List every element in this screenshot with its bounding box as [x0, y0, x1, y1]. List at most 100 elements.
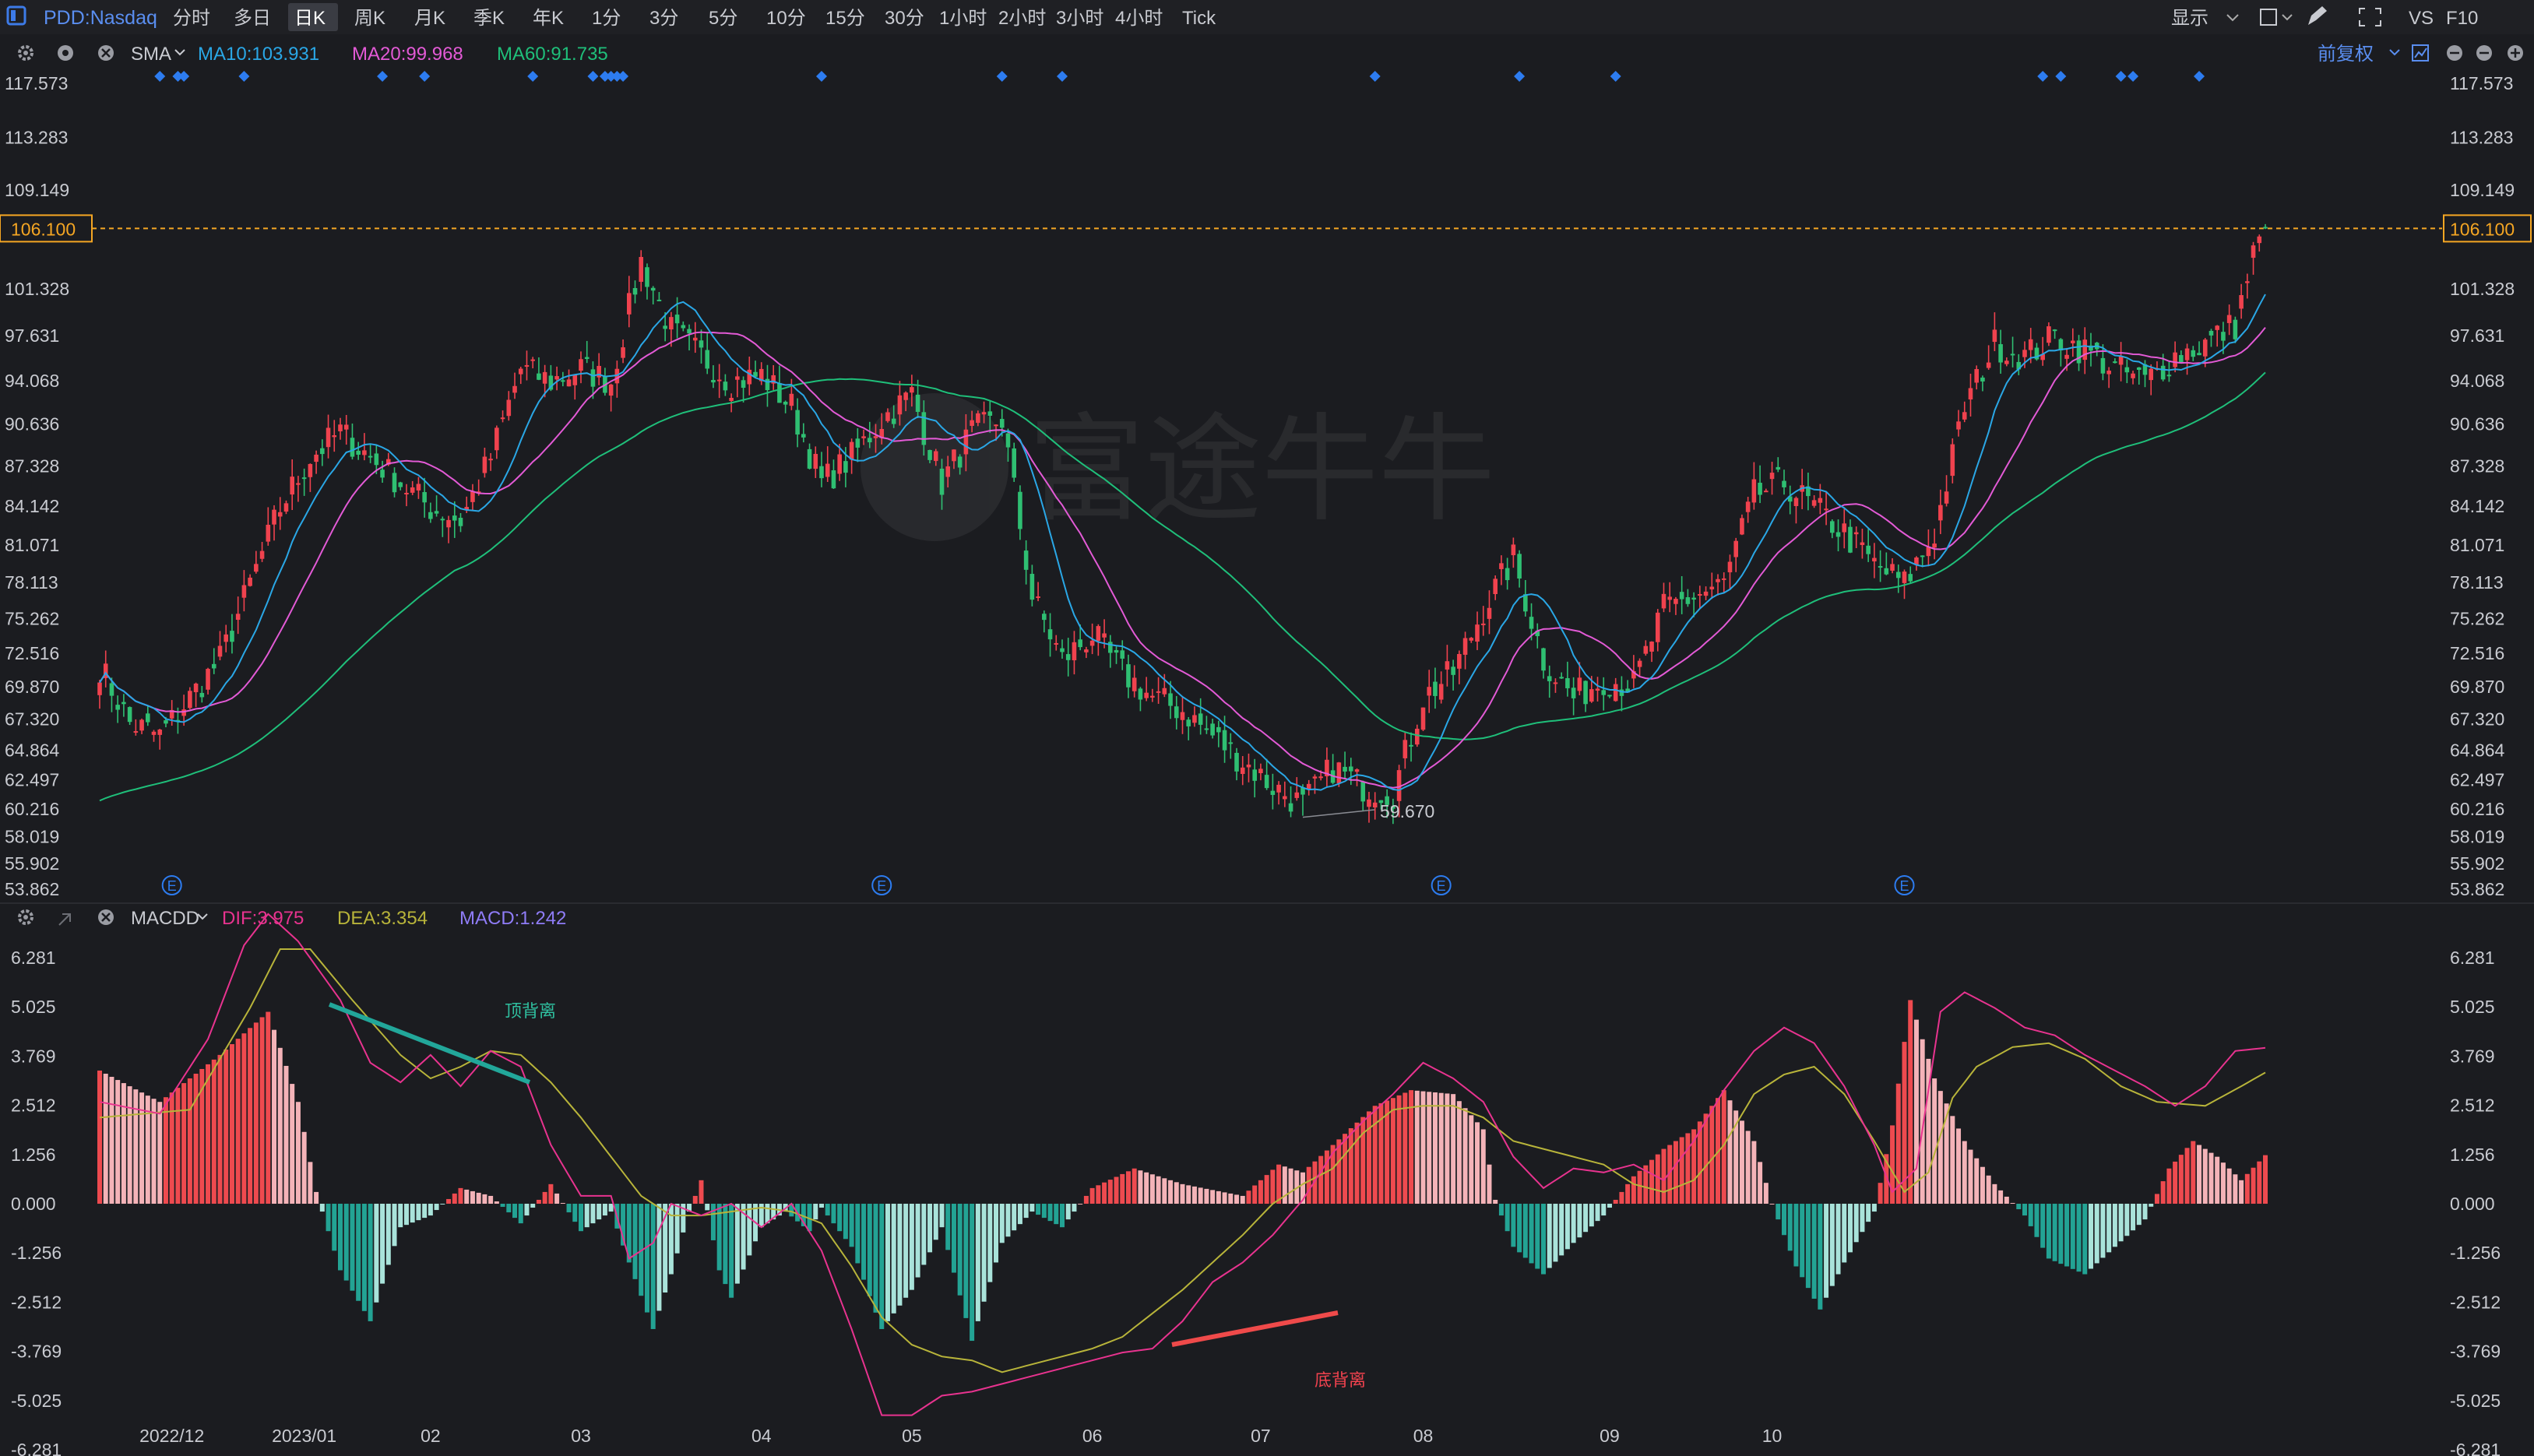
draw-pen-icon[interactable] [2308, 6, 2327, 25]
display-menu[interactable]: 显示 [2171, 8, 2208, 29]
candle-body[interactable] [217, 645, 223, 657]
candle-body[interactable] [1842, 523, 1847, 533]
candle-body[interactable] [879, 428, 885, 438]
dividend-marker-icon[interactable] [1057, 71, 1068, 82]
dividend-marker-icon[interactable] [377, 71, 389, 82]
candle-body[interactable] [524, 364, 530, 367]
candle-body[interactable] [758, 368, 764, 382]
candle-body[interactable] [1240, 767, 1245, 775]
candle-body[interactable] [1511, 544, 1516, 556]
candle-body[interactable] [97, 682, 102, 695]
candle-body[interactable] [957, 456, 963, 468]
candle-body[interactable] [1721, 578, 1726, 580]
candle-body[interactable] [849, 441, 854, 460]
candle-body[interactable] [777, 382, 782, 403]
candle-body[interactable] [109, 683, 114, 696]
tab-1分[interactable]: 1分 [592, 8, 621, 29]
candle-body[interactable] [506, 399, 512, 417]
candle-body[interactable] [2082, 339, 2088, 360]
dividend-marker-icon[interactable] [178, 71, 190, 82]
candle-body[interactable] [910, 387, 914, 393]
candle-body[interactable] [1806, 486, 1811, 497]
candle-body[interactable] [2089, 345, 2093, 351]
candle-body[interactable] [2191, 350, 2196, 357]
tab-30分[interactable]: 30分 [885, 8, 924, 29]
candle-body[interactable] [1445, 661, 1450, 670]
candle-body[interactable] [1047, 629, 1053, 640]
candle-body[interactable] [127, 707, 132, 723]
candle-body[interactable] [801, 434, 806, 438]
candle-body[interactable] [1306, 783, 1311, 790]
candle-body[interactable] [656, 299, 662, 301]
symbol-label[interactable]: PDD:Nasdaq [44, 7, 157, 29]
candle-body[interactable] [362, 450, 367, 455]
candle-body[interactable] [422, 492, 427, 503]
candle-body[interactable] [1583, 681, 1588, 705]
candle-body[interactable] [1758, 482, 1762, 495]
candle-body[interactable] [1878, 566, 1883, 568]
candle-body[interactable] [1764, 491, 1769, 493]
candle-body[interactable] [861, 436, 866, 438]
candle-body[interactable] [1120, 650, 1125, 659]
candle-body[interactable] [386, 459, 391, 465]
candle-body[interactable] [115, 705, 120, 710]
candle-body[interactable] [1391, 806, 1395, 809]
candle-body[interactable] [687, 329, 692, 334]
candle-body[interactable] [374, 453, 379, 466]
candle-body[interactable] [1685, 597, 1691, 604]
candle-body[interactable] [314, 454, 319, 462]
candle-body[interactable] [572, 375, 578, 385]
candle-body[interactable] [753, 371, 758, 377]
candle-body[interactable] [2028, 339, 2033, 350]
minimize-icon[interactable] [2476, 45, 2492, 61]
candle-body[interactable] [645, 267, 649, 287]
candle-body[interactable] [2071, 340, 2075, 343]
ma10-value[interactable]: MA10:103.931 [198, 44, 319, 65]
tab-月K[interactable]: 月K [414, 8, 445, 29]
tab-日K[interactable]: 日K [294, 8, 326, 29]
candle-body[interactable] [795, 410, 800, 435]
candle-body[interactable] [146, 713, 150, 723]
dividend-marker-icon[interactable] [419, 71, 431, 82]
candle-body[interactable] [1042, 614, 1047, 621]
candle-body[interactable] [674, 315, 680, 324]
tab-周K[interactable]: 周K [354, 8, 385, 29]
candle-body[interactable] [1084, 649, 1089, 652]
tab-多日[interactable]: 多日 [234, 8, 271, 29]
candle-body[interactable] [2136, 367, 2142, 370]
candle-body[interactable] [1222, 730, 1227, 751]
display-chevron-icon[interactable] [2226, 14, 2239, 22]
candle-body[interactable] [1499, 563, 1504, 569]
candle-body[interactable] [434, 511, 439, 514]
candle-body[interactable] [1703, 591, 1709, 596]
candle-body[interactable] [2124, 367, 2130, 373]
dea-value[interactable]: DEA:3.354 [337, 908, 428, 929]
candle-body[interactable] [1294, 792, 1300, 798]
candle-body[interactable] [181, 709, 186, 716]
candle-body[interactable] [2233, 319, 2238, 339]
tab-3分[interactable]: 3分 [649, 8, 678, 29]
candle-body[interactable] [2040, 353, 2045, 360]
candle-body[interactable] [705, 350, 710, 369]
candle-body[interactable] [1589, 689, 1594, 702]
candle-body[interactable] [1565, 677, 1570, 688]
candle-body[interactable] [1956, 421, 1961, 430]
candle-body[interactable] [692, 337, 698, 341]
candle-body[interactable] [855, 438, 861, 448]
tab-年K[interactable]: 年K [533, 8, 564, 29]
candle-body[interactable] [320, 448, 325, 455]
dividend-marker-icon[interactable] [1610, 71, 1621, 82]
candle-body[interactable] [488, 459, 493, 461]
candle-body[interactable] [783, 401, 788, 405]
candle-body[interactable] [873, 436, 878, 438]
candle-body[interactable] [868, 438, 872, 443]
candle-body[interactable] [193, 683, 199, 692]
candle-body[interactable] [2016, 361, 2022, 370]
expand-icon[interactable] [58, 913, 71, 926]
candle-body[interactable] [1673, 599, 1678, 604]
candle-body[interactable] [999, 419, 1005, 428]
candle-body[interactable] [1793, 498, 1799, 506]
candle-body[interactable] [1325, 759, 1329, 777]
candle-body[interactable] [464, 507, 470, 511]
candle-body[interactable] [1457, 654, 1462, 669]
